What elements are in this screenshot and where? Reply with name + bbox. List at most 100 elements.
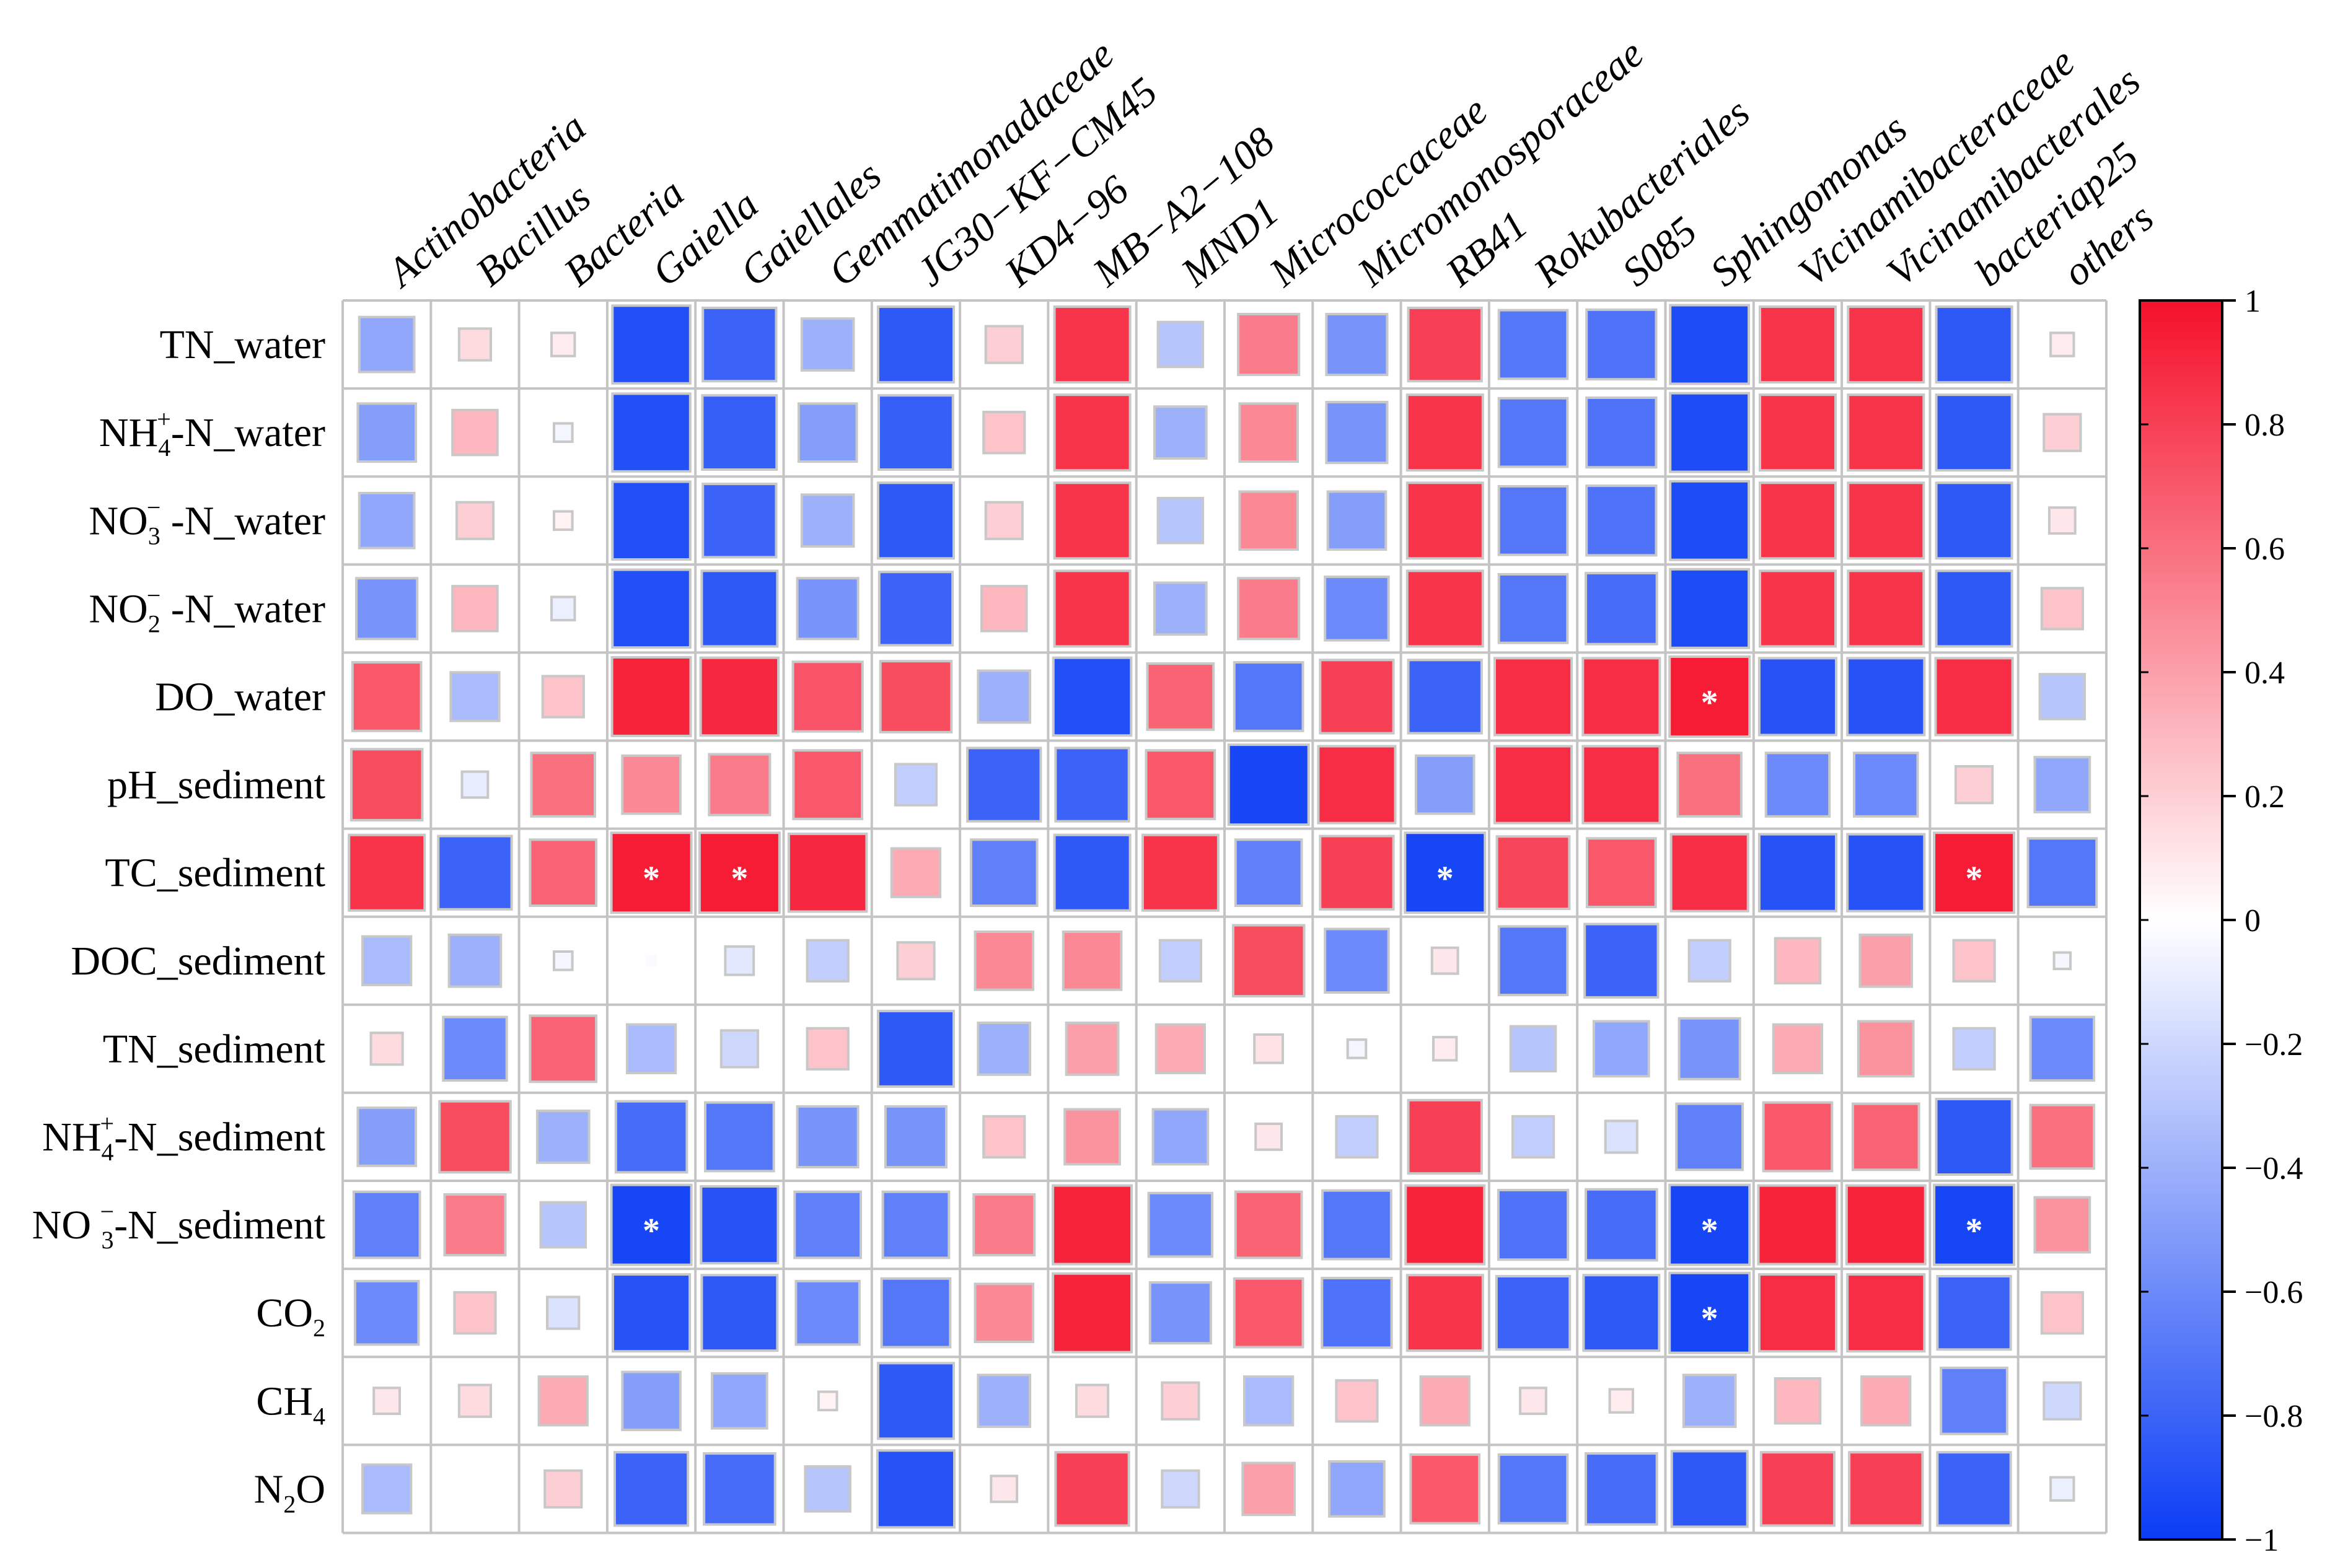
- heatmap-cell-r12-c6: [877, 1362, 955, 1440]
- heatmap-cell-r11-c5: [794, 1279, 861, 1346]
- row-label: pH_sediment: [107, 763, 325, 808]
- heatmap-cell-r0-c3: [611, 304, 692, 385]
- heatmap-cell-r1-c1: [451, 408, 499, 457]
- heatmap-cell-r5-c16: [1764, 751, 1831, 818]
- heatmap-cell-r3-c7: [980, 585, 1028, 633]
- significance-mark: *: [1701, 1212, 1718, 1250]
- heatmap-cell-r3-c15: [1669, 567, 1751, 649]
- column-labels: ActinobacteriaBacillusBacteriaGaiellaGai…: [377, 31, 2162, 297]
- heatmap-cell-r3-c0: [355, 577, 419, 641]
- significance-mark: *: [1436, 860, 1454, 898]
- heatmap-cell-r2-c2: [553, 510, 574, 532]
- row-label: CH4: [256, 1378, 325, 1430]
- heatmap-cell-r8-c1: [442, 1015, 508, 1082]
- heatmap-cell-r10-c5: [793, 1190, 863, 1259]
- heatmap-cell-r0-c18: [1935, 305, 2013, 384]
- heatmap-cell-r4-c8: [1052, 656, 1133, 737]
- heatmap-cell-r10-c12: [1404, 1184, 1486, 1266]
- heatmap-cell-r10-c9: [1147, 1191, 1214, 1258]
- heatmap-cell-r7-c3: [645, 955, 657, 967]
- heatmap-cell-r5-c6: [894, 763, 938, 807]
- heatmap-cell-r11-c15: [1668, 1271, 1751, 1354]
- heatmap-cell-r13-c11: [1328, 1460, 1386, 1518]
- heatmap-cell-r5-c9: [1145, 749, 1216, 820]
- heatmap-cell-r0-c8: [1053, 305, 1132, 384]
- heatmap-cell-r11-c1: [453, 1291, 497, 1335]
- heatmap-cell-r3-c17: [1847, 569, 1925, 648]
- heatmap-cell-r11-c8: [1052, 1272, 1133, 1354]
- row-label: NH4+-N_sediment: [42, 1110, 325, 1166]
- heatmap-cell-r0-c2: [550, 331, 576, 357]
- heatmap-cell-r11-c7: [974, 1282, 1035, 1343]
- heatmap-cell-r9-c19: [2029, 1103, 2096, 1170]
- heatmap-cell-r8-c5: [806, 1027, 850, 1071]
- heatmap-cell-r10-c2: [539, 1201, 587, 1249]
- heatmap-cell-r11-c10: [1233, 1277, 1304, 1349]
- colorbar-tick-label: −0.4: [2245, 1151, 2303, 1186]
- heatmap-cell-r9-c11: [1335, 1115, 1379, 1159]
- heatmap-cell-r9-c18: [1935, 1098, 2013, 1176]
- colorbar-tick-label: 0.4: [2245, 655, 2285, 691]
- heatmap-cell-r6-c19: [2026, 837, 2098, 909]
- row-label: TC_sediment: [105, 851, 325, 896]
- heatmap-cell-r1-c8: [1053, 393, 1132, 472]
- heatmap-cell-r1-c3: [611, 392, 692, 473]
- significance-mark: *: [1701, 683, 1718, 722]
- heatmap-cell-r7-c8: [1062, 931, 1123, 991]
- heatmap-cell-r8-c7: [977, 1022, 1032, 1076]
- row-label: NO 3−-N_sediment: [32, 1198, 325, 1254]
- significance-mark: *: [1966, 860, 1983, 898]
- heatmap-cell-r12-c14: [1608, 1388, 1635, 1414]
- heatmap-cell-r4-c15: [1668, 655, 1751, 738]
- heatmap-cell-r1-c12: [1405, 393, 1484, 472]
- heatmap-cell-r7-c13: [1497, 925, 1569, 997]
- heatmap-cell-r3-c4: [700, 569, 779, 648]
- heatmap-cell-r8-c18: [1952, 1027, 1996, 1071]
- heatmap-cell-r13-c16: [1759, 1451, 1836, 1527]
- heatmap-cell-r13-c14: [1585, 1452, 1658, 1526]
- heatmap-cell-r2-c11: [1326, 490, 1387, 551]
- heatmap-cell-r9-c14: [1604, 1119, 1638, 1154]
- heatmap-cell-r1-c2: [553, 422, 574, 444]
- heatmap-cell-r7-c4: [724, 945, 755, 976]
- heatmap-cell-r13-c9: [1161, 1469, 1200, 1509]
- heatmap-cell-r13-c6: [876, 1449, 956, 1529]
- heatmap-cell-r4-c16: [1757, 657, 1837, 737]
- heatmap-cell-r12-c2: [537, 1375, 589, 1427]
- heatmap-cell-r2-c5: [800, 493, 855, 548]
- heatmap-cell-r7-c19: [2052, 951, 2072, 970]
- heatmap-cell-r8-c10: [1253, 1033, 1284, 1064]
- heatmap-cell-r0-c19: [2049, 331, 2075, 357]
- significance-mark: *: [643, 1212, 660, 1250]
- heatmap-cell-r4-c2: [541, 675, 585, 719]
- heatmap-cell-r6-c16: [1757, 833, 1837, 913]
- heatmap-cell-r1-c11: [1325, 401, 1389, 465]
- heatmap-cell-r11-c17: [1846, 1273, 1926, 1353]
- heatmap-cell-r12-c15: [1682, 1373, 1737, 1429]
- heatmap-cell-r11-c16: [1757, 1273, 1837, 1353]
- heatmap-cell-r7-c15: [1687, 939, 1731, 983]
- heatmap-cell-r9-c17: [1851, 1102, 1920, 1172]
- heatmap-cell-r8-c11: [1346, 1038, 1368, 1059]
- colorbar-tick-label: −0.2: [2245, 1027, 2303, 1062]
- heatmap-cell-r3-c9: [1153, 581, 1208, 636]
- heatmap-cell-r2-c14: [1585, 484, 1658, 557]
- colorbar-tick-label: 0.2: [2245, 779, 2285, 815]
- heatmap-cell-r5-c3: [621, 754, 682, 815]
- heatmap-cell-r13-c4: [703, 1452, 776, 1526]
- heatmap-cell-r8-c17: [1857, 1020, 1915, 1078]
- heatmap-cell-r5-c18: [1955, 765, 1994, 805]
- colorbar-tick-label: −0.6: [2245, 1275, 2303, 1310]
- heatmap-cell-r3-c1: [451, 585, 499, 633]
- heatmap-cell-r0-c10: [1237, 313, 1301, 377]
- heatmap-cell-r8-c6: [877, 1009, 955, 1088]
- heatmap-cell-r2-c1: [455, 501, 495, 540]
- heatmap-cell-r5-c19: [2033, 756, 2091, 813]
- heatmap-cell-r4-c17: [1846, 657, 1926, 737]
- significance-mark: *: [731, 860, 748, 898]
- heatmap-cell-r11-c3: [612, 1273, 692, 1353]
- heatmap-cell-r11-c2: [546, 1295, 581, 1330]
- heatmap-cell-r4-c14: [1581, 657, 1661, 737]
- heatmap-cell-r7-c17: [1858, 933, 1914, 988]
